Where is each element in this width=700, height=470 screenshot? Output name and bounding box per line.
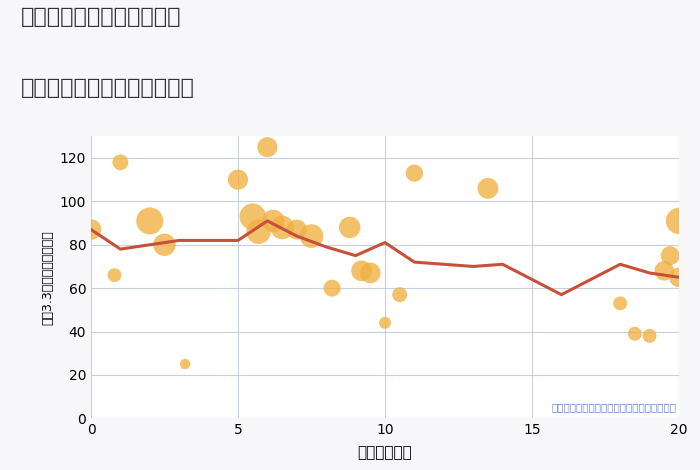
Point — [144, 217, 155, 225]
Point — [159, 241, 170, 249]
Point — [482, 185, 493, 192]
Point — [673, 274, 685, 281]
Point — [247, 213, 258, 220]
Text: 円の大きさは、取引のあった物件面積を示す: 円の大きさは、取引のあった物件面積を示す — [551, 402, 676, 412]
Point — [673, 217, 685, 225]
Point — [356, 267, 367, 274]
Text: 三重県津市安濃町浄土寺の: 三重県津市安濃町浄土寺の — [21, 7, 181, 27]
Point — [253, 228, 264, 235]
Point — [267, 217, 279, 225]
Point — [109, 271, 120, 279]
Point — [326, 284, 337, 292]
Point — [232, 176, 244, 183]
Text: 駅距離別中古マンション価格: 駅距離別中古マンション価格 — [21, 78, 195, 98]
Point — [179, 360, 190, 368]
Point — [85, 226, 97, 233]
Point — [664, 252, 676, 259]
Point — [262, 143, 273, 151]
Point — [344, 224, 356, 231]
Point — [306, 232, 317, 240]
Point — [409, 169, 420, 177]
Point — [659, 267, 670, 274]
Point — [615, 299, 626, 307]
Point — [291, 226, 302, 233]
Y-axis label: 坪（3.3㎡）単価（万円）: 坪（3.3㎡）単価（万円） — [41, 230, 54, 325]
Point — [115, 158, 126, 166]
Point — [644, 332, 655, 340]
Point — [629, 330, 641, 337]
X-axis label: 駅距離（分）: 駅距離（分） — [358, 446, 412, 461]
Point — [379, 319, 391, 327]
Point — [394, 291, 405, 298]
Point — [365, 269, 376, 277]
Point — [276, 224, 288, 231]
